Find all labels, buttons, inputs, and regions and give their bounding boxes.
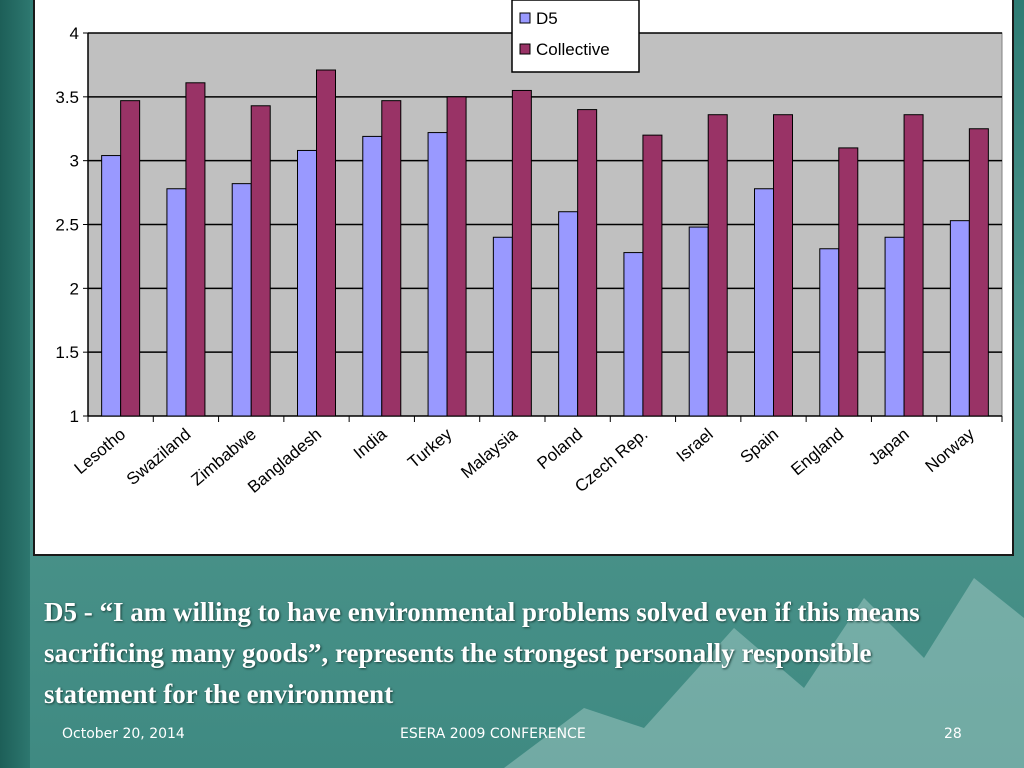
bar-collective-11 bbox=[838, 147, 859, 417]
y-tick-label: 3 bbox=[70, 152, 79, 171]
bar-d5-6 bbox=[492, 236, 513, 417]
legend-label: D5 bbox=[536, 9, 558, 28]
bar-collective-3 bbox=[316, 69, 336, 417]
y-tick-label: 2 bbox=[70, 279, 79, 298]
x-tick-label: India bbox=[350, 424, 391, 463]
footer-page-number: 28 bbox=[944, 726, 962, 742]
slide-left-band bbox=[0, 0, 30, 768]
bar-chart: 11.522.533.54LesothoSwazilandZimbabweBan… bbox=[55, 0, 1003, 497]
bar-d5-13 bbox=[949, 220, 970, 417]
y-tick-label: 1.5 bbox=[55, 343, 79, 362]
x-tick-label: Lesotho bbox=[71, 425, 130, 478]
bar-collective-5 bbox=[446, 96, 467, 417]
bar-d5-8 bbox=[623, 252, 644, 417]
x-tick-label: England bbox=[787, 425, 847, 480]
legend-box bbox=[511, 0, 640, 73]
bar-collective-9 bbox=[707, 114, 728, 417]
x-tick-label: Poland bbox=[533, 425, 586, 474]
x-tick-label: Norway bbox=[922, 424, 979, 476]
bar-d5-12 bbox=[884, 236, 905, 417]
legend-swatch-collective bbox=[519, 43, 531, 55]
bar-collective-13 bbox=[968, 128, 989, 417]
slide-caption: D5 - “I am willing to have environmental… bbox=[44, 597, 920, 709]
legend-label: Collective bbox=[536, 40, 610, 59]
mountain-decoration bbox=[504, 578, 1024, 768]
x-tick-label: Czech Rep. bbox=[571, 425, 651, 497]
bar-collective-7 bbox=[577, 109, 598, 417]
y-tick-label: 1 bbox=[70, 407, 79, 426]
bar-d5-0 bbox=[101, 155, 122, 417]
bar-d5-7 bbox=[558, 211, 579, 417]
x-tick-label: Israel bbox=[673, 425, 717, 466]
bar-d5-5 bbox=[427, 132, 448, 417]
x-tick-label: Malaysia bbox=[457, 424, 521, 482]
x-tick-label: Japan bbox=[865, 425, 913, 469]
bar-collective-8 bbox=[642, 134, 663, 417]
bar-collective-10 bbox=[773, 114, 793, 417]
bar-collective-1 bbox=[185, 82, 206, 417]
bar-collective-2 bbox=[250, 105, 271, 417]
legend-swatch-d5 bbox=[519, 12, 531, 24]
bar-d5-3 bbox=[297, 149, 317, 417]
bar-collective-12 bbox=[903, 114, 924, 417]
x-tick-label: Spain bbox=[737, 425, 783, 468]
x-tick-label: Swaziland bbox=[123, 425, 195, 489]
bar-d5-1 bbox=[166, 188, 187, 417]
y-tick-label: 3.5 bbox=[55, 88, 79, 107]
x-tick-label: Turkey bbox=[404, 424, 456, 472]
bar-d5-9 bbox=[688, 226, 709, 417]
footer-date: October 20, 2014 bbox=[62, 726, 185, 742]
bar-d5-11 bbox=[819, 248, 840, 417]
bar-d5-2 bbox=[231, 183, 252, 417]
footer-conference: ESERA 2009 CONFERENCE bbox=[400, 726, 586, 742]
bar-d5-10 bbox=[754, 188, 774, 417]
bar-collective-6 bbox=[511, 89, 532, 417]
bar-collective-0 bbox=[120, 100, 141, 417]
y-tick-label: 2.5 bbox=[55, 216, 79, 235]
bar-collective-4 bbox=[381, 100, 402, 417]
bar-d5-4 bbox=[362, 135, 383, 417]
chart-frame: 1 1.5 2 2.5 3 3.5 4 Lesotho Swaziland Zimbabwe Ban… bbox=[33, 0, 1014, 556]
y-tick-label: 4 bbox=[70, 24, 79, 43]
